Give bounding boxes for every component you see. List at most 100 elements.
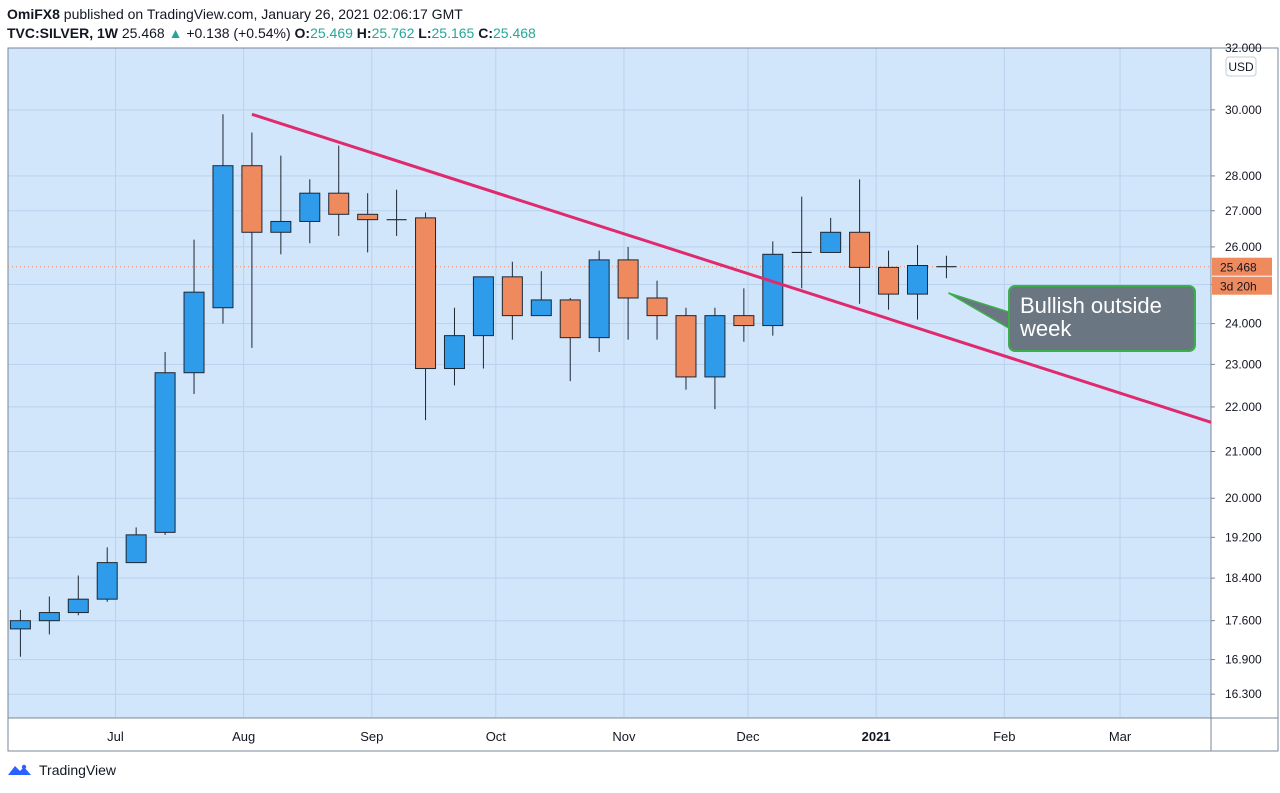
x-tick-label: 2021 — [862, 729, 891, 744]
publisher-name[interactable]: OmiFX8 — [7, 6, 60, 22]
candle-body — [299, 192, 321, 222]
x-tick-label: Dec — [736, 729, 760, 744]
y-tick-label: 21.000 — [1225, 444, 1262, 458]
candle-body — [241, 165, 263, 233]
last-price-tag-label: 25.468 — [1220, 261, 1257, 275]
x-tick-label: Nov — [612, 729, 636, 744]
candle-body — [270, 220, 292, 233]
candle-body — [125, 534, 147, 564]
candle-body — [733, 315, 755, 327]
candle — [733, 288, 755, 342]
last-price: 25.468 — [121, 25, 165, 41]
candle — [675, 307, 697, 390]
tradingview-logo-icon — [8, 764, 31, 775]
candle — [820, 217, 842, 253]
open-label: O: — [294, 25, 311, 41]
publish-line: OmiFX8 published on TradingView.com, Jan… — [7, 5, 536, 24]
candle-body — [501, 276, 523, 317]
y-tick-label: 23.000 — [1225, 357, 1262, 371]
candle-body — [675, 315, 697, 378]
candle — [299, 179, 321, 244]
candle-body — [443, 335, 465, 370]
x-tick-label: Aug — [232, 729, 255, 744]
candle-body — [646, 297, 668, 317]
publish-info: published on TradingView.com, January 26… — [63, 6, 463, 22]
candle-body — [67, 598, 89, 614]
candle-body — [530, 299, 552, 317]
candle-body — [820, 231, 842, 253]
y-tick-label: 20.000 — [1225, 491, 1262, 505]
y-tick-label: 16.900 — [1225, 653, 1262, 667]
candle — [270, 155, 292, 255]
candle — [38, 596, 60, 635]
candle — [96, 547, 118, 602]
candle — [183, 239, 205, 394]
candle — [443, 307, 465, 386]
low-value: 25.165 — [431, 25, 475, 41]
low-label: L: — [418, 25, 432, 41]
candle — [588, 250, 610, 352]
annotation-text-line1: Bullish outside — [1020, 293, 1162, 318]
close-value: 25.468 — [493, 25, 536, 41]
ohlc-line: TVC:SILVER, 1W 25.468 ▲ +0.138 (+0.54%) … — [7, 24, 536, 43]
change-up-icon: ▲ — [168, 25, 183, 41]
y-tick-label: 22.000 — [1225, 400, 1262, 414]
candle — [67, 575, 89, 616]
price-change: +0.138 (+0.54%) — [186, 25, 291, 41]
countdown-tag — [1212, 276, 1272, 295]
chart-header: OmiFX8 published on TradingView.com, Jan… — [7, 5, 536, 43]
candle-body — [357, 213, 379, 221]
x-tick-label: Jul — [107, 729, 124, 744]
candle — [936, 255, 957, 279]
y-tick-label: 32.000 — [1225, 41, 1262, 55]
y-tick-label: 28.000 — [1225, 169, 1262, 183]
candle — [154, 351, 176, 535]
candle — [125, 527, 147, 564]
candle — [704, 307, 726, 410]
candle-body — [588, 259, 610, 339]
candle — [791, 196, 812, 289]
trend-line — [251, 112, 1212, 424]
currency-box — [1225, 56, 1257, 77]
candle — [530, 271, 552, 317]
candle — [328, 145, 350, 236]
annotation-box — [1008, 285, 1196, 352]
y-tick-label: 27.000 — [1225, 204, 1262, 218]
open-value: 25.469 — [310, 25, 353, 41]
candle-body — [415, 217, 437, 370]
candle-body — [878, 266, 900, 295]
y-tick-label: 26.000 — [1225, 240, 1262, 254]
candle-body — [617, 259, 639, 299]
candle — [9, 609, 31, 657]
candle-body — [154, 372, 176, 533]
candle — [241, 132, 263, 348]
candle — [646, 280, 668, 340]
price-axis — [1211, 48, 1278, 751]
candle-body — [9, 620, 31, 630]
footer-brand[interactable]: TradingView — [39, 762, 117, 778]
y-tick-label: 19.200 — [1225, 530, 1262, 544]
candle — [415, 212, 437, 421]
close-label: C: — [478, 25, 494, 41]
candle-body — [96, 562, 118, 600]
candle-body — [849, 231, 871, 268]
candle — [501, 261, 523, 340]
candle — [357, 193, 379, 253]
high-label: H: — [356, 25, 372, 41]
candle-body — [762, 253, 784, 327]
y-tick-label: 16.300 — [1225, 687, 1262, 701]
symbol-label: TVC:SILVER, 1W — [7, 25, 118, 41]
high-value: 25.762 — [371, 25, 415, 41]
annotation-text-line2: week — [1019, 316, 1072, 341]
candle — [386, 189, 407, 236]
candle-body — [328, 192, 350, 215]
candle — [212, 114, 234, 324]
plot-area — [8, 48, 1211, 718]
candle-body — [472, 276, 494, 337]
y-tick-label: 24.000 — [1225, 317, 1262, 331]
candle — [559, 297, 581, 382]
candle-body — [38, 612, 60, 622]
candle — [849, 179, 871, 304]
countdown-tag-label: 3d 20h — [1220, 280, 1257, 294]
